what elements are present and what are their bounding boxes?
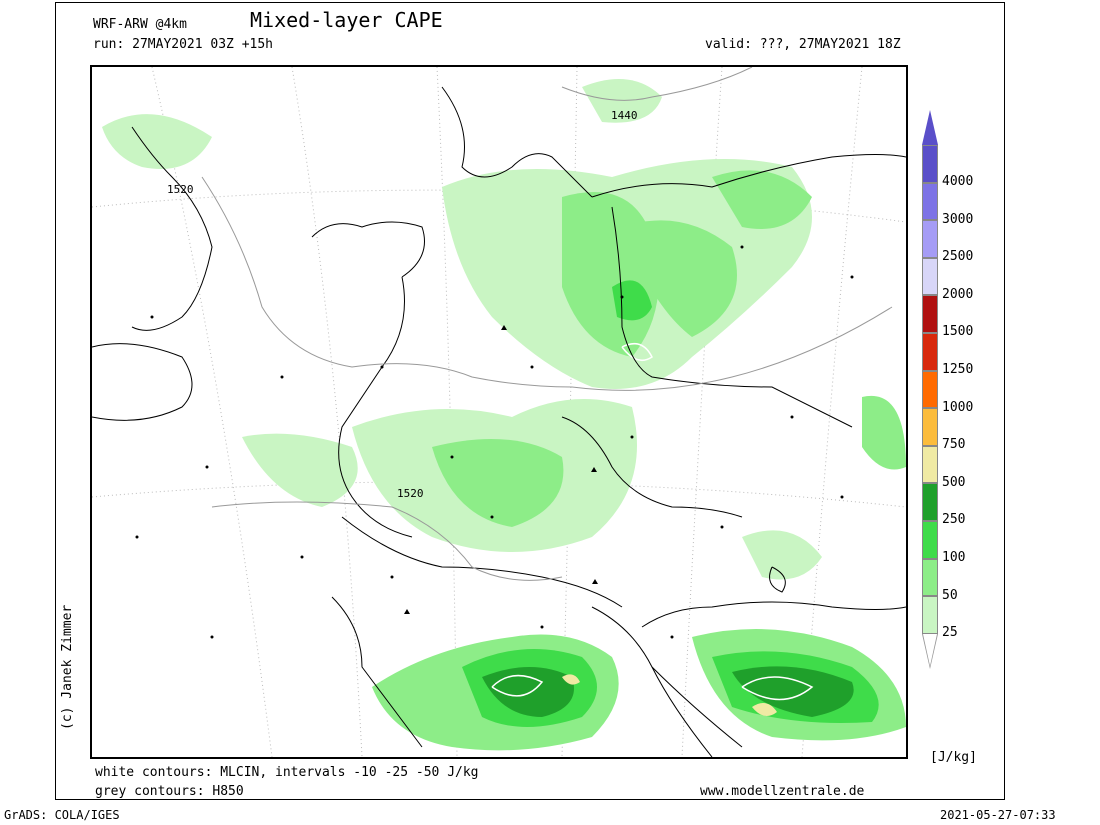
figure-frame	[55, 2, 1005, 800]
h850-contours	[201, 67, 893, 581]
colorbar-unit: [J/kg]	[930, 750, 977, 765]
colorbar-bottom-triangle-fill	[923, 633, 937, 666]
run-label: run: 27MAY2021 03Z +15h	[93, 37, 274, 52]
model-label: WRF-ARW @4km	[93, 17, 187, 32]
colorbar-box	[922, 596, 938, 634]
colorbar-box	[922, 370, 938, 409]
colorbar-top-triangle	[922, 110, 938, 145]
station-markers	[135, 245, 854, 639]
cape-fill	[102, 79, 906, 751]
coastlines-borders	[92, 86, 906, 757]
grads-label: GrADS: COLA/IGES	[4, 808, 120, 822]
colorbar-box	[922, 333, 938, 371]
contour-label: 1440	[611, 109, 638, 122]
colorbar-tick-label: 4000	[942, 174, 974, 189]
colorbar-box	[922, 408, 938, 446]
timestamp-label: 2021-05-27-07:33	[940, 808, 1056, 822]
colorbar-tick-label: 2000	[942, 286, 974, 302]
mlcin-contours	[491, 342, 814, 701]
colorbar-box	[922, 182, 938, 221]
colorbar-box	[922, 295, 938, 333]
author-credit: (c) Janek Zimmer	[60, 604, 75, 730]
colorbar-tick-label: 2500	[942, 249, 974, 265]
colorbar-box	[922, 220, 938, 258]
colorbar-tick-label: 1000	[942, 399, 974, 415]
colorbar-box	[922, 145, 938, 183]
colorbar-tick-label: 25	[942, 625, 958, 641]
white-contours-note: white contours: MLCIN, intervals -10 -25…	[95, 765, 479, 780]
colorbar-box	[922, 483, 938, 521]
website-label: www.modellzentrale.de	[700, 784, 865, 799]
contour-label-group: 1520 1440 1520	[167, 109, 638, 500]
colorbar-tick-label: 1250	[942, 362, 974, 377]
colorbar-box	[922, 558, 938, 597]
colorbar-box	[922, 445, 938, 484]
colorbar-tick-label: 100	[942, 550, 966, 565]
colorbar-box	[922, 257, 938, 296]
contour-label: 1520	[167, 183, 194, 196]
map-graphic: 1520 1440 1520	[92, 67, 906, 757]
colorbar-tick-label: 250	[942, 512, 966, 528]
map-title: Mixed-layer CAPE	[250, 8, 443, 32]
grey-contours-note: grey contours: H850	[95, 784, 244, 799]
colorbar-tick-label: 50	[942, 587, 958, 603]
colorbar-tick-label: 750	[942, 437, 966, 453]
cape-map: 1520 1440 1520	[90, 65, 908, 759]
valid-label: valid: ???, 27MAY2021 18Z	[705, 37, 901, 52]
colorbar-tick-label: 1500	[942, 324, 974, 340]
colorbar-tick-label: 3000	[942, 211, 974, 227]
contour-label: 1520	[397, 487, 424, 500]
colorbar-tick-label: 500	[942, 474, 966, 490]
colorbar-box	[922, 521, 938, 559]
